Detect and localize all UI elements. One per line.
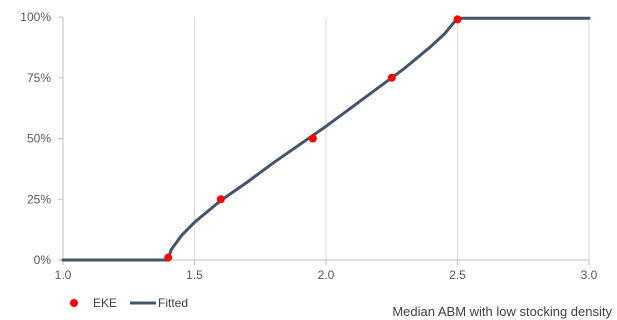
point-layer (164, 15, 462, 262)
y-tick-label: 75% (27, 71, 51, 85)
x-tick-label: 1.0 (55, 268, 72, 282)
x-tick-label: 2.5 (449, 268, 466, 282)
legend-marker-eke (70, 299, 78, 307)
y-tick-label: 50% (27, 132, 51, 146)
x-tick-label: 2.0 (318, 268, 335, 282)
eke-point (216, 195, 225, 204)
line-layer (61, 16, 591, 262)
fitted-line (61, 16, 591, 262)
eke-point (308, 134, 317, 143)
label-layer: 0% 25% 50% 75% 100% 1.0 1.5 2.0 2.5 3.0 (20, 10, 597, 282)
legend: EKE Fitted (70, 296, 188, 310)
y-tick-label: 100% (20, 10, 51, 24)
x-axis-title: Median ABM with low stocking density (392, 304, 612, 319)
x-tick-label: 3.0 (581, 268, 598, 282)
grid-layer (62, 17, 590, 260)
eke-point (387, 73, 396, 82)
legend-label-eke: EKE (93, 296, 117, 310)
x-tick-label: 1.5 (186, 268, 203, 282)
y-tick-label: 25% (27, 192, 51, 206)
eke-point (453, 15, 462, 24)
y-tick-label: 0% (34, 253, 52, 267)
axis-layer (58, 16, 590, 265)
eke-point (164, 253, 173, 262)
legend-label-fitted: Fitted (158, 296, 188, 310)
